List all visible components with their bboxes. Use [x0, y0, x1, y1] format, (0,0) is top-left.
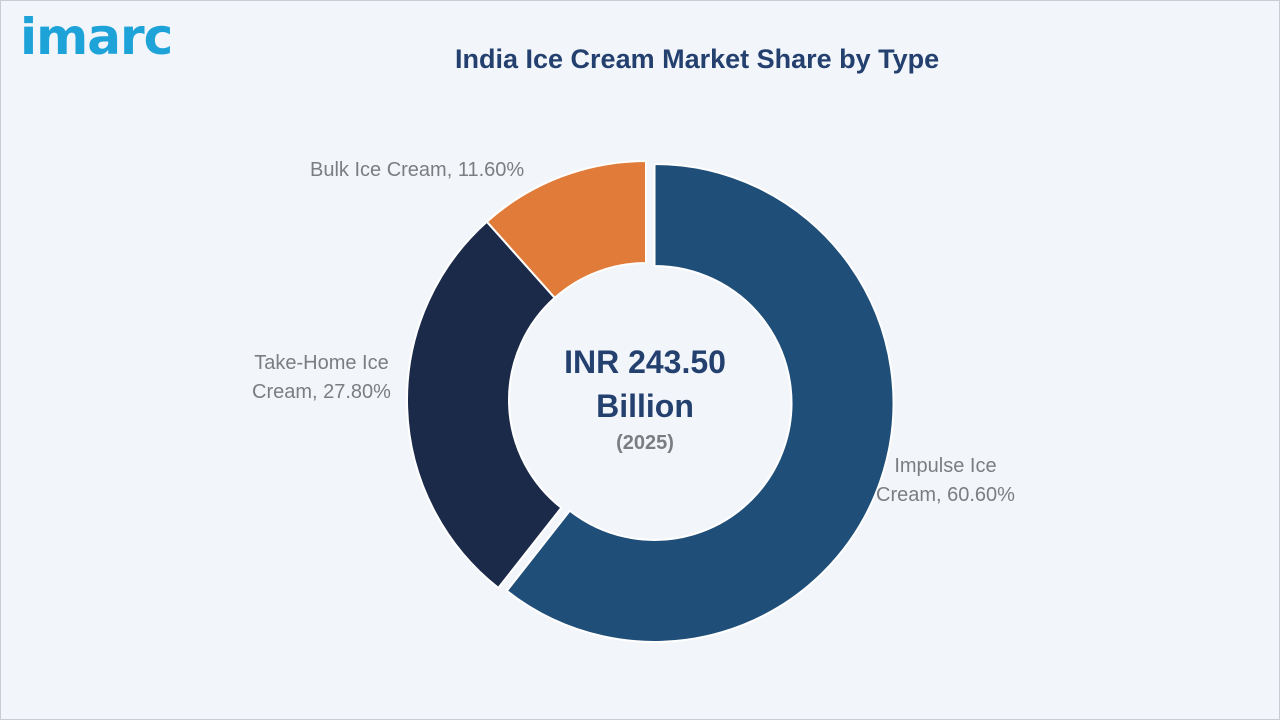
center-year: (2025) — [616, 432, 674, 454]
label-take-home: Take-Home Ice Cream, 27.80% — [252, 349, 391, 407]
imarc-logo: imarc — [20, 8, 173, 66]
slice-impulse-ice-cream — [505, 162, 895, 643]
center-value: INR 243.50 — [564, 344, 726, 380]
label-take-home-line1: Take-Home Ice — [254, 352, 389, 374]
label-impulse: Impulse Ice Cream, 60.60% — [876, 452, 1015, 510]
slice-bulk-ice-cream — [485, 159, 647, 300]
label-bulk: Bulk Ice Cream, 11.60% — [310, 156, 524, 185]
label-take-home-line2: Cream, 27.80% — [252, 381, 391, 403]
chart-title: India Ice Cream Market Share by Type — [455, 44, 940, 74]
slice-take-home-ice-cream — [406, 220, 563, 590]
center-total: INR 243.50 Billion (2025) — [545, 340, 745, 455]
label-impulse-line2: Cream, 60.60% — [876, 484, 1015, 506]
label-impulse-line1: Impulse Ice — [894, 455, 997, 477]
label-bulk-line1: Bulk Ice Cream, 11.60% — [310, 159, 525, 181]
center-unit: Billion — [596, 388, 694, 424]
